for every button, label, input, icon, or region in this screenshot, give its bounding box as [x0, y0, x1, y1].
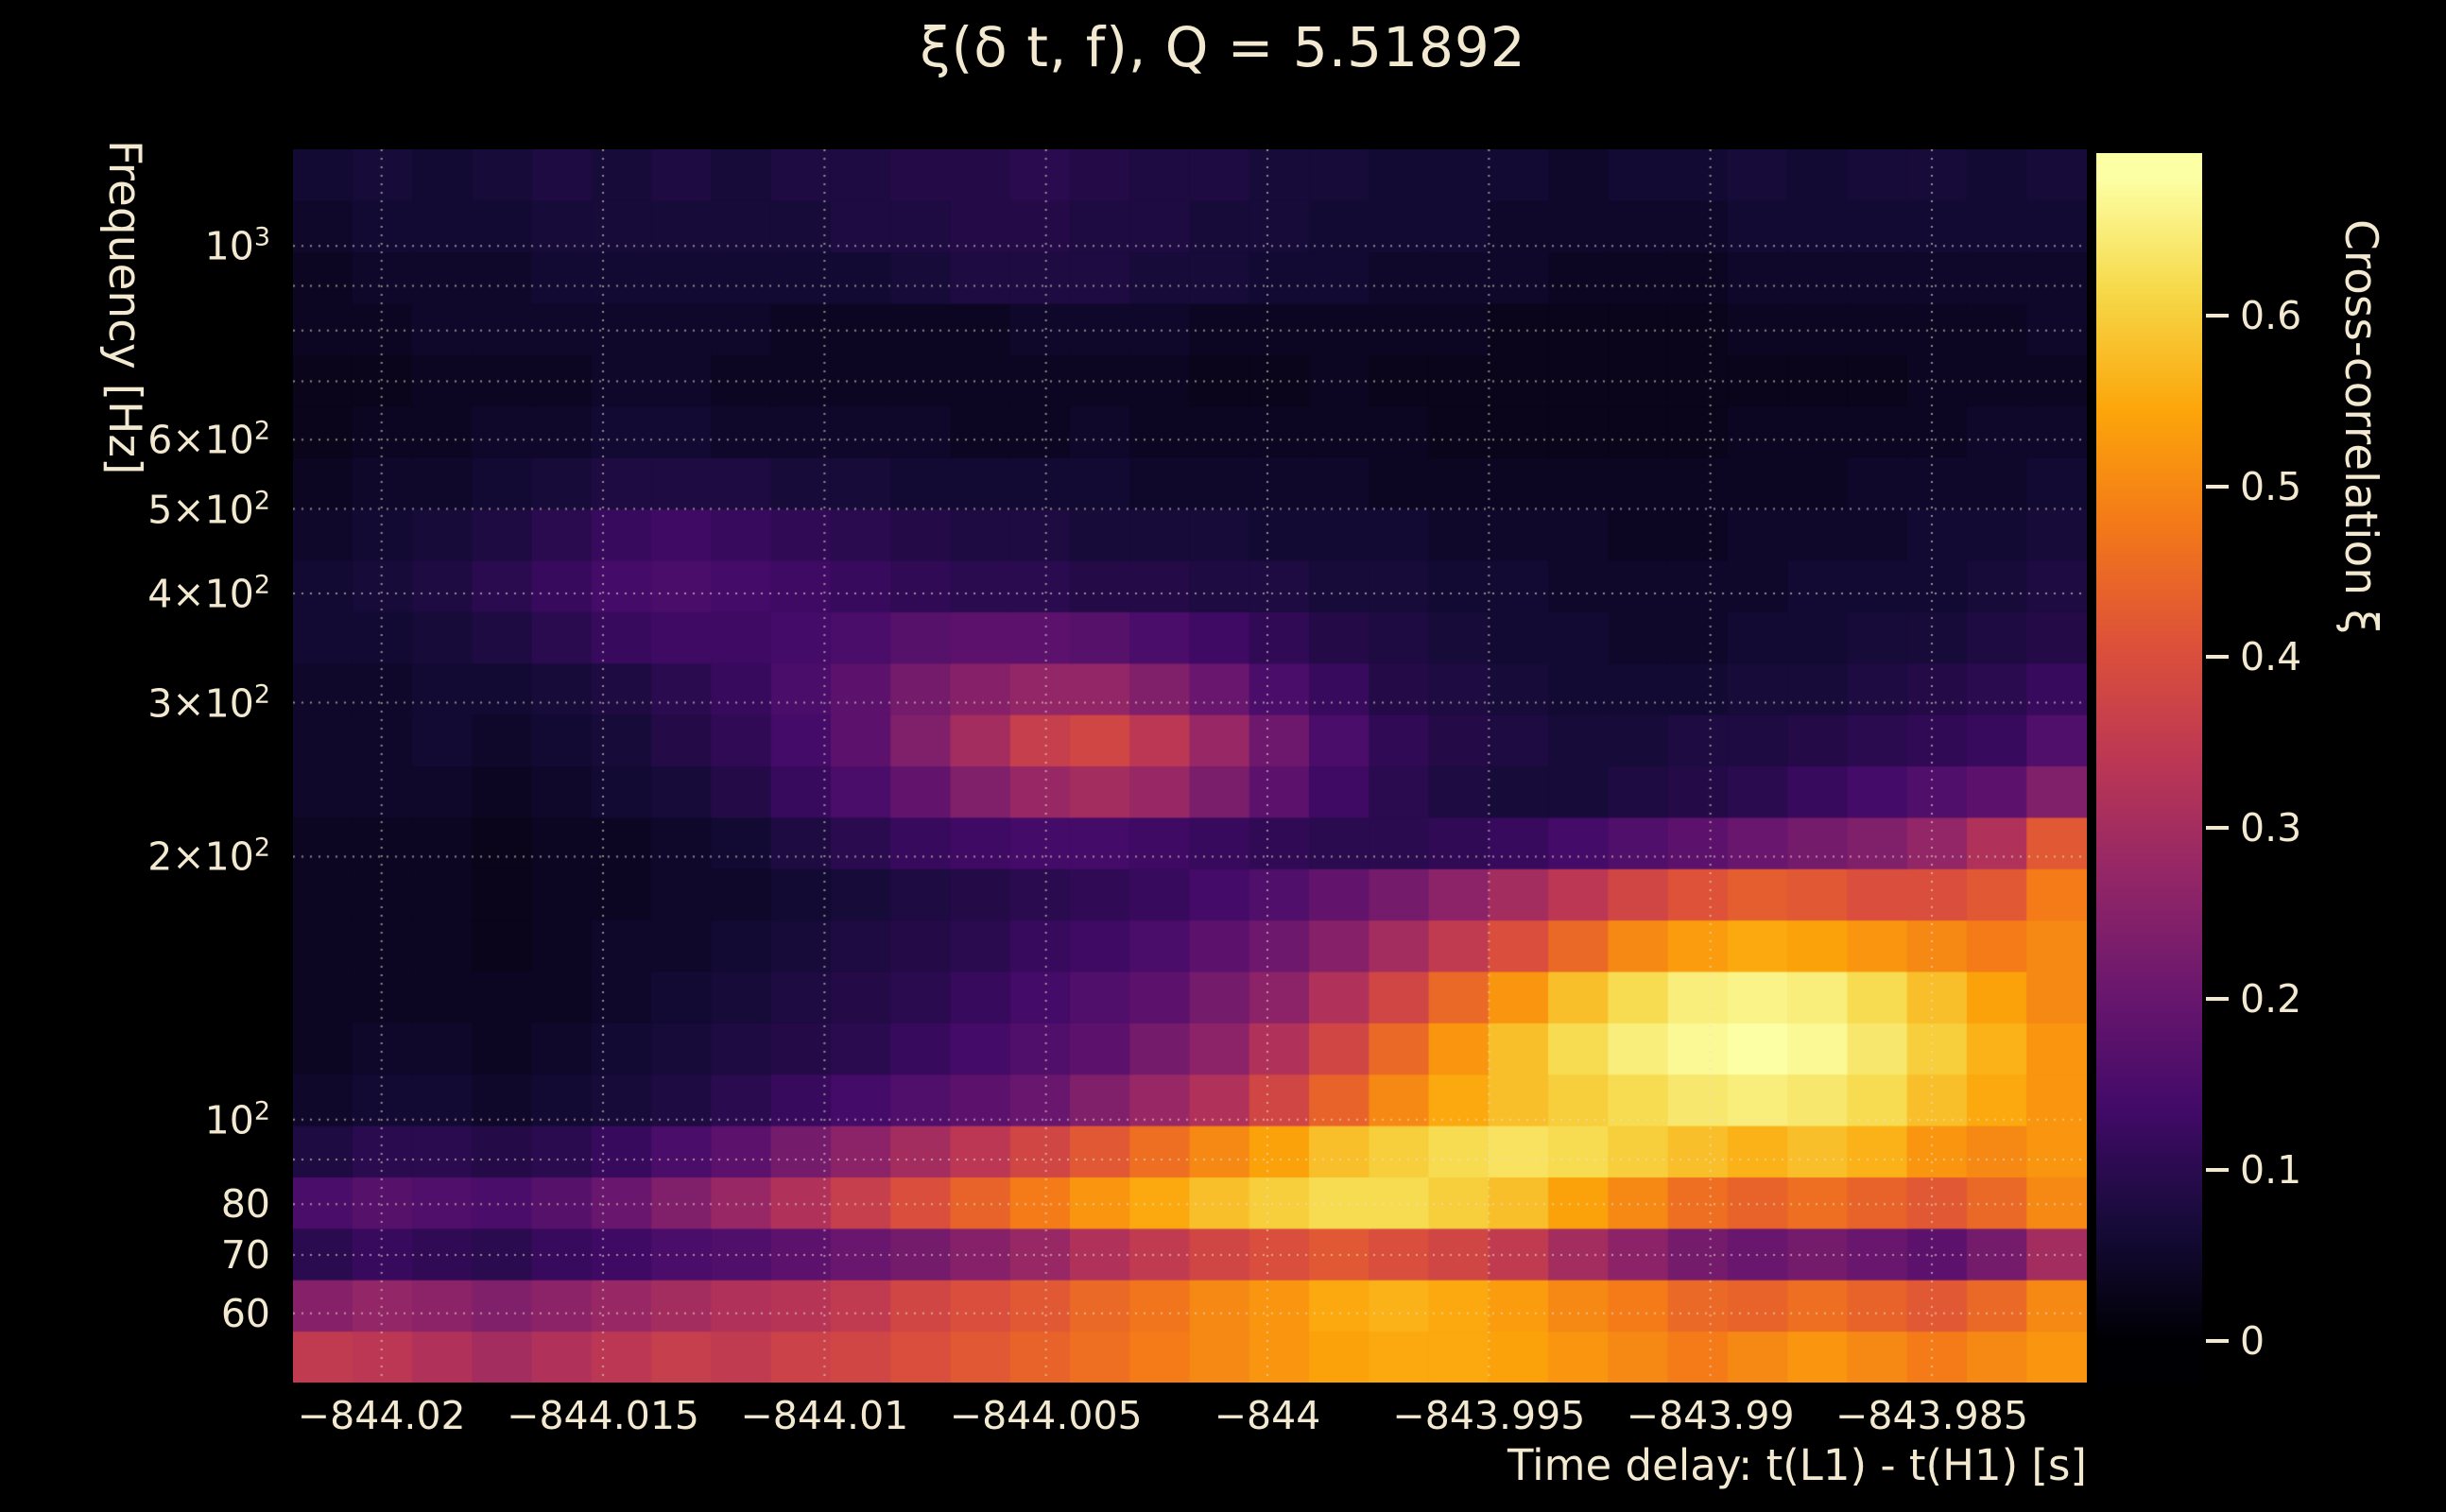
y-axis-title: Frequency [Hz] — [98, 140, 150, 475]
y-tick-label: 80 — [220, 1181, 270, 1228]
colorbar-ticks: 0 0.1 0.2 0.3 0.4 0.5 0.6 — [2206, 153, 2442, 1383]
colorbar-tick-mark — [2206, 313, 2229, 318]
x-tick-label: −844.015 — [507, 1393, 699, 1438]
x-tick-label: −844 — [1214, 1393, 1321, 1438]
colorbar-tick-label: 0.5 — [2240, 463, 2302, 509]
heatmap-canvas — [293, 149, 2087, 1383]
y-tick-label: 60 — [220, 1290, 270, 1336]
y-tick-label: 102 — [204, 1096, 270, 1143]
colorbar-tick-label: 0.6 — [2240, 292, 2302, 338]
colorbar-tick-label: 0.1 — [2240, 1146, 2302, 1193]
y-tick-label: 3×102 — [147, 679, 270, 726]
x-tick-label: −843.99 — [1626, 1393, 1795, 1438]
colorbar-canvas — [2096, 153, 2202, 1383]
x-tick-label: −844.005 — [949, 1393, 1143, 1438]
y-tick-label: 70 — [220, 1231, 270, 1278]
colorbar-tick-label: 0.3 — [2240, 805, 2302, 851]
x-tick-label: −843.995 — [1392, 1393, 1586, 1438]
colorbar-tick: 0.3 — [2206, 805, 2301, 850]
y-axis-ticks: 103 6×102 5×102 4×102 3×102 2×102 102 80 70 60 — [0, 149, 280, 1383]
colorbar-tick-mark — [2206, 484, 2229, 489]
colorbar-tick: 0.6 — [2206, 293, 2301, 338]
colorbar-tick: 0.5 — [2206, 464, 2301, 509]
colorbar — [2096, 153, 2202, 1383]
y-tick-label: 5×102 — [147, 486, 270, 532]
y-tick-label: 2×102 — [147, 833, 270, 880]
x-tick-label: −844.02 — [297, 1393, 466, 1438]
y-tick-label: 4×102 — [147, 570, 270, 617]
y-tick-label: 103 — [204, 222, 270, 269]
x-axis-ticks: −844.02 −844.015 −844.01 −844.005 −844 −843.9… — [293, 1393, 2087, 1442]
chart-title: ξ(δ t, f), Q = 5.51892 — [920, 15, 1526, 79]
plot-area — [293, 149, 2087, 1383]
x-tick-label: −844.01 — [740, 1393, 909, 1438]
colorbar-title: Cross-correlation ξ — [2334, 219, 2386, 635]
colorbar-tick-mark — [2206, 1338, 2229, 1343]
colorbar-tick-mark — [2206, 1167, 2229, 1172]
colorbar-tick-label: 0.2 — [2240, 976, 2302, 1022]
colorbar-tick-mark — [2206, 826, 2229, 831]
colorbar-tick: 0.4 — [2206, 634, 2301, 679]
x-axis-title: Time delay: t(L1) - t(H1) [s] — [1507, 1440, 2087, 1490]
colorbar-tick: 0 — [2206, 1318, 2265, 1364]
colorbar-tick-label: 0 — [2240, 1317, 2265, 1364]
colorbar-tick: 0.1 — [2206, 1147, 2301, 1193]
colorbar-tick-mark — [2206, 997, 2229, 1002]
y-tick-label: 6×102 — [147, 417, 270, 463]
colorbar-tick-mark — [2206, 655, 2229, 660]
colorbar-tick-label: 0.4 — [2240, 634, 2302, 680]
colorbar-tick: 0.2 — [2206, 976, 2301, 1022]
x-tick-label: −843.985 — [1835, 1393, 2028, 1438]
